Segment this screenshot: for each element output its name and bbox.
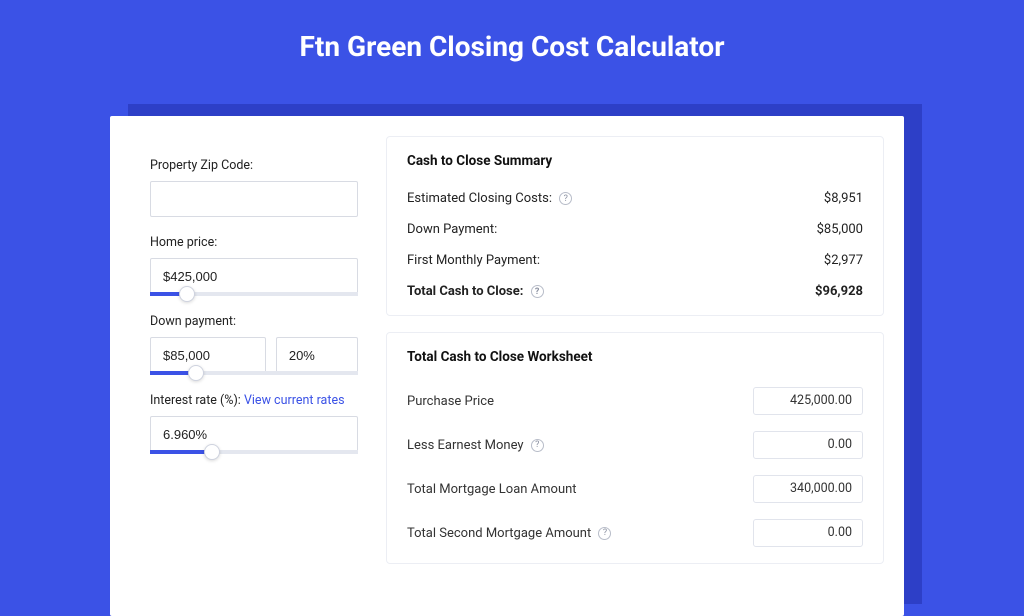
summary-row: First Monthly Payment: $2,977 <box>407 245 863 276</box>
home-price-slider-thumb[interactable] <box>179 286 195 302</box>
home-price-slider[interactable] <box>150 292 358 296</box>
summary-row-value: $85,000 <box>817 222 863 237</box>
worksheet-row-value: 425,000.00 <box>753 387 863 415</box>
worksheet-title: Total Cash to Close Worksheet <box>407 349 863 365</box>
summary-row-value: $8,951 <box>824 191 863 206</box>
home-price-label: Home price: <box>150 235 358 250</box>
worksheet-row: Less Earnest Money ? 0.00 <box>407 423 863 467</box>
interest-rate-field-group: Interest rate (%): View current rates <box>150 393 358 454</box>
down-payment-percent-input[interactable] <box>276 337 358 373</box>
down-payment-slider[interactable] <box>150 371 358 375</box>
calculator-card: Property Zip Code: Home price: Down paym… <box>110 116 904 616</box>
summary-row-label: Down Payment: <box>407 222 497 237</box>
inputs-column: Property Zip Code: Home price: Down paym… <box>110 116 380 616</box>
worksheet-row-value: 0.00 <box>753 431 863 459</box>
interest-rate-slider-fill <box>150 450 212 454</box>
worksheet-row-label-text: Total Second Mortgage Amount <box>407 526 591 541</box>
help-icon[interactable]: ? <box>531 439 544 452</box>
summary-total-row: Total Cash to Close: ? $96,928 <box>407 276 863 307</box>
down-payment-label: Down payment: <box>150 314 358 329</box>
worksheet-row-value: 0.00 <box>753 519 863 547</box>
summary-row-label: First Monthly Payment: <box>407 253 540 268</box>
worksheet-row-label: Total Mortgage Loan Amount <box>407 482 577 497</box>
worksheet-row-value: 340,000.00 <box>753 475 863 503</box>
summary-title: Cash to Close Summary <box>407 153 863 169</box>
zip-field-group: Property Zip Code: <box>150 158 358 217</box>
down-payment-amount-input[interactable] <box>150 337 266 373</box>
help-icon[interactable]: ? <box>559 192 572 205</box>
zip-label: Property Zip Code: <box>150 158 358 173</box>
summary-total-label: Total Cash to Close: ? <box>407 284 544 299</box>
summary-row: Down Payment: $85,000 <box>407 214 863 245</box>
worksheet-panel: Total Cash to Close Worksheet Purchase P… <box>386 332 884 564</box>
interest-rate-slider[interactable] <box>150 450 358 454</box>
worksheet-row-label-text: Less Earnest Money <box>407 438 524 453</box>
interest-rate-label: Interest rate (%): View current rates <box>150 393 358 408</box>
summary-total-value: $96,928 <box>815 284 863 299</box>
summary-total-label-text: Total Cash to Close: <box>407 284 523 299</box>
worksheet-row: Total Second Mortgage Amount ? 0.00 <box>407 511 863 555</box>
zip-input[interactable] <box>150 181 358 217</box>
interest-rate-slider-thumb[interactable] <box>204 444 220 460</box>
worksheet-row-label: Less Earnest Money ? <box>407 438 544 453</box>
summary-row-label: Estimated Closing Costs: ? <box>407 191 572 206</box>
help-icon[interactable]: ? <box>531 285 544 298</box>
worksheet-row: Total Mortgage Loan Amount 340,000.00 <box>407 467 863 511</box>
page-title: Ftn Green Closing Cost Calculator <box>0 0 1024 89</box>
worksheet-row-label: Purchase Price <box>407 394 494 409</box>
results-column: Cash to Close Summary Estimated Closing … <box>380 116 904 616</box>
summary-row-value: $2,977 <box>824 253 863 268</box>
summary-row-label-text: Estimated Closing Costs: <box>407 191 552 206</box>
down-payment-field-group: Down payment: <box>150 314 358 375</box>
worksheet-row: Purchase Price 425,000.00 <box>407 379 863 423</box>
down-payment-slider-thumb[interactable] <box>188 365 204 381</box>
summary-panel: Cash to Close Summary Estimated Closing … <box>386 136 884 316</box>
interest-rate-input[interactable] <box>150 416 358 452</box>
summary-row: Estimated Closing Costs: ? $8,951 <box>407 183 863 214</box>
help-icon[interactable]: ? <box>598 527 611 540</box>
worksheet-row-label: Total Second Mortgage Amount ? <box>407 526 611 541</box>
home-price-field-group: Home price: <box>150 235 358 296</box>
view-rates-link[interactable]: View current rates <box>244 393 345 408</box>
interest-rate-label-text: Interest rate (%): <box>150 393 244 408</box>
